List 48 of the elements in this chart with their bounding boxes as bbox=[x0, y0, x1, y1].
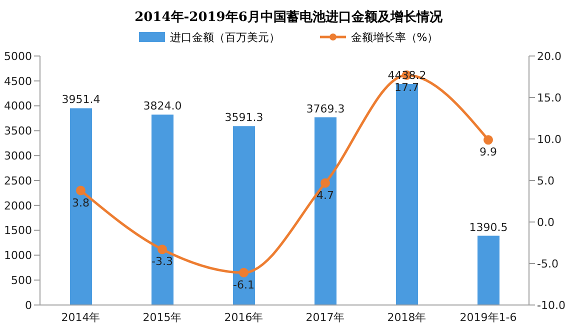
point bbox=[484, 135, 493, 145]
data-label: 3951.4 bbox=[62, 93, 100, 106]
y-tick-label: 1500 bbox=[4, 224, 32, 238]
data-label: -6.1 bbox=[233, 278, 254, 292]
data-label: 3769.3 bbox=[306, 102, 345, 116]
bar bbox=[70, 108, 92, 305]
y2-tick-label: 0.0 bbox=[537, 216, 554, 229]
data-label: 1390.5 bbox=[469, 220, 508, 234]
y2-tick-label: 20.0 bbox=[537, 50, 562, 63]
x-tick-label: 2015年 bbox=[142, 310, 182, 324]
point bbox=[76, 186, 86, 196]
y-tick-label: 4500 bbox=[4, 74, 32, 88]
y-tick-label: 2000 bbox=[4, 199, 32, 212]
y-tick-label: 3500 bbox=[4, 124, 32, 138]
data-label: 3591.3 bbox=[224, 111, 264, 124]
data-label: -3.3 bbox=[152, 255, 173, 268]
y-tick-label: 2500 bbox=[4, 174, 32, 188]
data-label: 9.9 bbox=[480, 146, 497, 159]
x-tick-label: 2018年 bbox=[387, 310, 426, 324]
y-tick-label: 4000 bbox=[4, 100, 32, 113]
data-label: 3824.0 bbox=[143, 100, 182, 113]
data-label: 4.7 bbox=[316, 188, 334, 202]
bar bbox=[478, 236, 500, 305]
x-tick-label: 2019年1-6 bbox=[460, 310, 517, 324]
legend-label: 金额增长率（%） bbox=[350, 30, 438, 44]
bar bbox=[233, 126, 255, 305]
y-tick-label: 500 bbox=[11, 274, 32, 288]
x-tick-label: 2014年 bbox=[61, 310, 100, 324]
data-label: 3.8 bbox=[72, 196, 90, 210]
legend-label: 进口金额（百万美元） bbox=[170, 30, 280, 44]
chart-title: 2014年-2019年6月中国蓄电池进口金额及增长情况 bbox=[134, 8, 444, 27]
y2-tick-label: 5.0 bbox=[537, 174, 554, 188]
y-tick-label: 3000 bbox=[4, 150, 32, 163]
y-tick-label: 1000 bbox=[4, 249, 32, 262]
point bbox=[239, 268, 248, 278]
y-tick-label: 5000 bbox=[4, 50, 32, 63]
x-tick-label: 2017年 bbox=[306, 310, 345, 324]
y2-tick-label: 10.0 bbox=[537, 132, 562, 146]
x-tick-label: 2016年 bbox=[224, 310, 264, 324]
y2-tick-label: -10.0 bbox=[537, 298, 566, 312]
bar bbox=[396, 84, 418, 305]
bar bbox=[314, 117, 336, 305]
point bbox=[320, 178, 330, 188]
bar bbox=[152, 114, 174, 305]
point bbox=[158, 244, 167, 254]
y2-tick-label: 15.0 bbox=[537, 91, 562, 104]
y2-tick-label: -5.0 bbox=[537, 257, 558, 270]
y-tick-label: 0 bbox=[25, 298, 32, 312]
